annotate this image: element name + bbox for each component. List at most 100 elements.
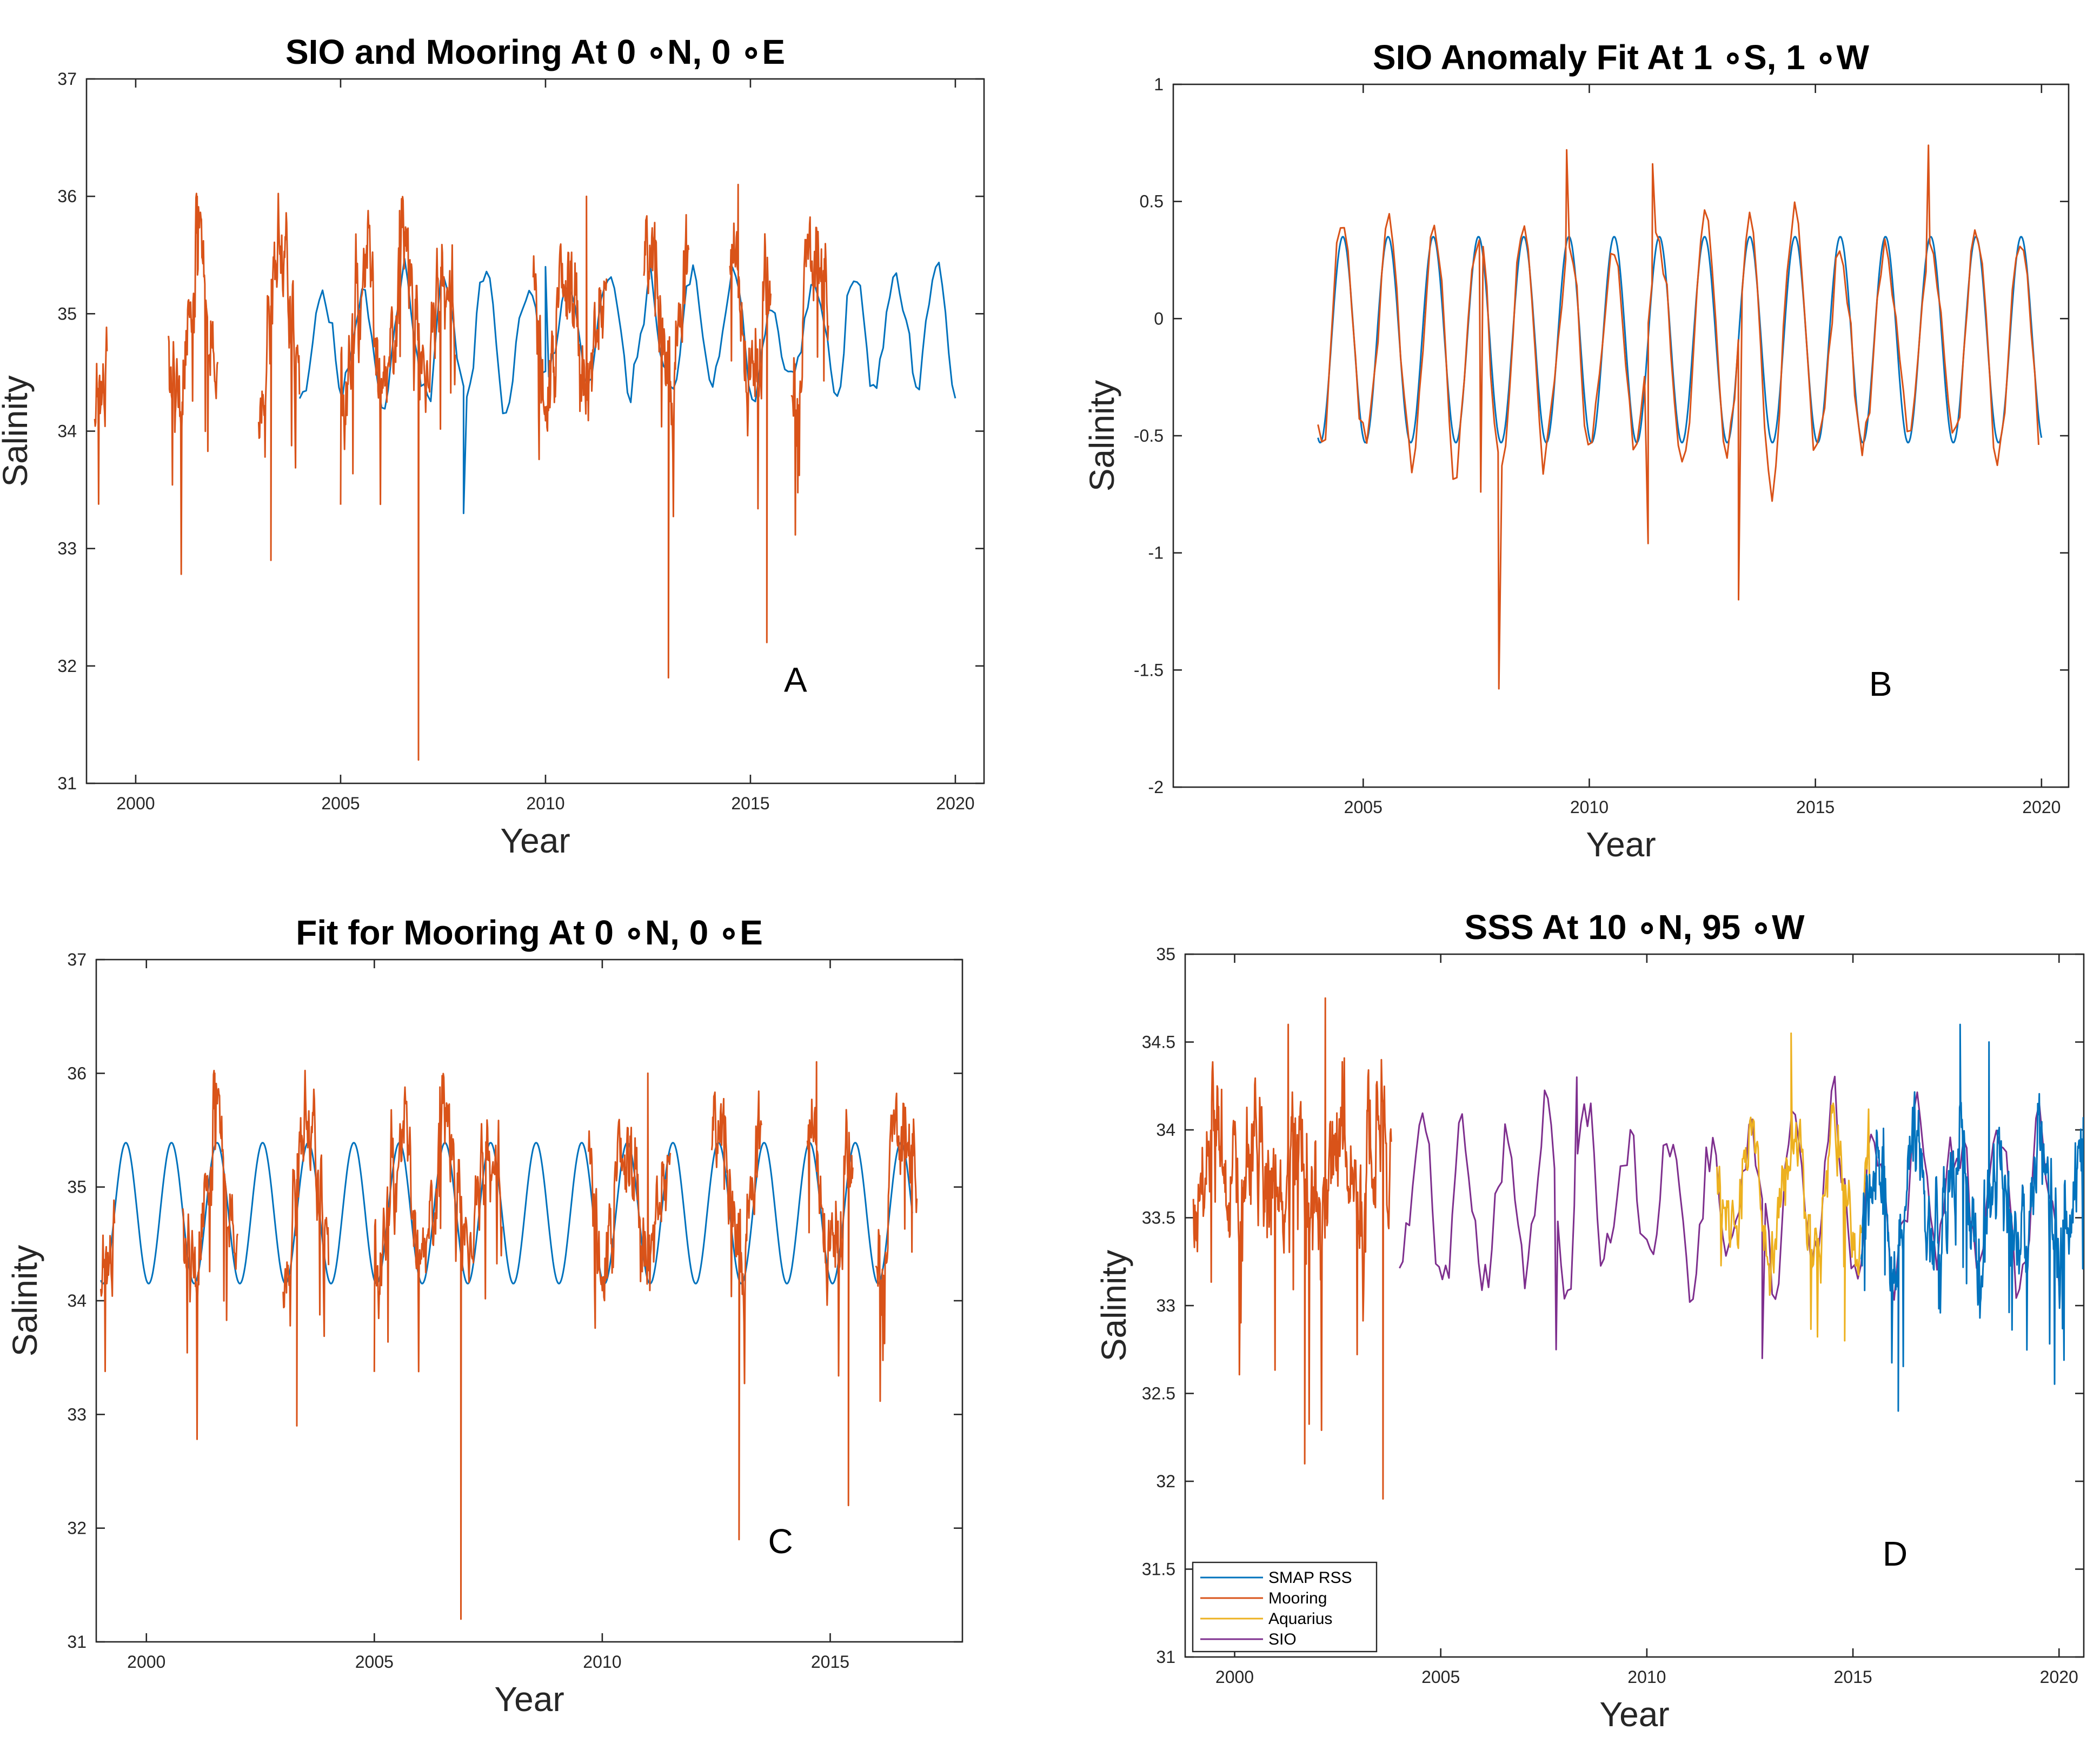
panel-c-letter: C (768, 1522, 793, 1561)
series-line-mooring (373, 1073, 503, 1620)
x-tick-label: 2005 (1344, 797, 1383, 817)
series-line-mooring (790, 216, 829, 536)
panel-d-ticks: 2000 2005 2010 2015 2020 31 31.5 32 32.5 33 33.5 34… (1142, 944, 2084, 1687)
legend-label-sio: SIO (1268, 1630, 1297, 1648)
panel-b: SIO Anomaly Fit At 1 ∘S, 1 ∘W 2005 2010 20… (1082, 38, 2070, 864)
panel-b-plot (1317, 144, 2043, 690)
legend-label-aquarius: Aquarius (1268, 1610, 1332, 1628)
x-tick-label: 2005 (1421, 1667, 1460, 1687)
panel-b-axes (1172, 83, 2070, 788)
x-tick-label: 2020 (2022, 797, 2061, 817)
legend-label-smap: SMAP RSS (1268, 1569, 1352, 1587)
y-tick-label: 34.5 (1142, 1033, 1175, 1052)
series-group (1192, 997, 2084, 1500)
series-group (1317, 144, 2043, 690)
y-tick-label: 33 (1156, 1296, 1175, 1315)
y-tick-label: 32 (57, 656, 77, 676)
y-tick-label: 36 (67, 1063, 87, 1083)
x-tick-label: 2015 (1796, 797, 1835, 817)
panel-c-title: Fit for Mooring At 0 ∘N, 0 ∘E (296, 913, 763, 952)
x-tick-label: 2010 (1570, 797, 1609, 817)
y-tick-label: -2 (1148, 777, 1164, 797)
series-line-mooring (710, 1090, 762, 1541)
panel-a-letter: A (784, 661, 807, 700)
series-line-mooring (643, 214, 690, 679)
series-line-sio (298, 257, 956, 514)
series-line-sio (1399, 1075, 2060, 1359)
x-tick-label: 2005 (355, 1652, 394, 1672)
panel-b-letter: B (1869, 664, 1892, 703)
series-line-mooring (1192, 997, 1392, 1500)
y-tick-label: 35 (1156, 944, 1175, 964)
series-group (99, 1061, 918, 1620)
x-tick-label: 2000 (127, 1652, 165, 1672)
panel-b-ylabel: Salinity (1082, 380, 1121, 491)
x-tick-label: 2015 (811, 1652, 849, 1672)
legend-label-mooring: Mooring (1268, 1589, 1327, 1607)
panel-b-title: SIO Anomaly Fit At 1 ∘S, 1 ∘W (1373, 38, 1870, 77)
series-line-smap-rss (1860, 1023, 2084, 1412)
series-line-mooring (806, 1061, 854, 1507)
x-tick-label: 2015 (731, 794, 769, 813)
y-tick-label: -1 (1148, 543, 1164, 563)
panel-c-xlabel: Year (494, 1680, 564, 1719)
panel-d-title: SSS At 10 ∘N, 95 ∘W (1464, 908, 1805, 947)
panel-d-letter: D (1883, 1534, 1908, 1573)
y-tick-label: 37 (57, 69, 77, 89)
x-tick-label: 2005 (321, 794, 360, 813)
x-tick-label: 2020 (936, 794, 974, 813)
x-tick-label: 2010 (526, 794, 564, 813)
y-tick-label: 35 (57, 304, 77, 323)
y-tick-label: -1.5 (1134, 660, 1164, 680)
y-tick-label: 31 (1156, 1647, 1175, 1667)
y-tick-label: 32 (67, 1519, 87, 1538)
panel-a-plot (94, 183, 956, 761)
series-line-mooring (282, 1069, 330, 1427)
x-tick-label: 2010 (1627, 1667, 1666, 1687)
y-tick-label: 32 (1156, 1472, 1175, 1491)
panel-d-legend: SMAP RSS Mooring Aquarius SIO (1192, 1561, 1378, 1653)
series-group (94, 183, 956, 761)
panel-d: SSS At 10 ∘N, 95 ∘W 2000 2005 2010 2015 2020… (1094, 908, 2085, 1734)
panel-d-axes (1184, 953, 2085, 1658)
panel-c-ylabel: Salinity (5, 1245, 44, 1356)
panel-a-title: SIO and Mooring At 0 ∘N, 0 ∘E (285, 32, 785, 71)
panel-d-xlabel: Year (1599, 1695, 1669, 1734)
series-line-mooring (588, 1072, 672, 1329)
y-tick-label: 0 (1154, 309, 1164, 328)
panel-a: SIO and Mooring At 0 ∘N, 0 ∘E 2000 2005 20… (0, 32, 985, 860)
y-tick-label: 32.5 (1142, 1384, 1175, 1403)
panel-d-ylabel: Salinity (1094, 1250, 1133, 1361)
panel-a-axes (85, 78, 985, 784)
y-tick-label: 33 (67, 1405, 87, 1424)
panel-b-ticks: 2005 2010 2015 2020 -2 -1.5 -1 -0.5 0 0.5 1 (1134, 75, 2069, 817)
series-line-mooring (94, 327, 108, 505)
y-tick-label: 31 (67, 1632, 87, 1652)
series-line-mooring (257, 192, 301, 561)
panel-a-ticks: 2000 2005 2010 2015 2020 31 32 33 34 35 36 37 (57, 69, 984, 813)
y-tick-label: 36 (57, 187, 77, 206)
y-tick-label: 1 (1154, 75, 1164, 94)
series-line-mooring (168, 192, 219, 575)
series-line-mooring (99, 1199, 116, 1373)
series-line-sio-anomaly (1317, 144, 2039, 690)
series-line-mooring (729, 183, 772, 643)
y-tick-label: 33.5 (1142, 1208, 1175, 1228)
series-line-mooring (340, 196, 456, 761)
x-tick-label: 2015 (1833, 1667, 1872, 1687)
series-line-fit (100, 1142, 913, 1285)
x-tick-label: 2000 (1215, 1667, 1254, 1687)
x-tick-label: 2000 (116, 794, 155, 813)
panel-b-xlabel: Year (1586, 825, 1656, 864)
y-tick-label: -0.5 (1134, 426, 1164, 445)
panel-c-plot (99, 1061, 918, 1620)
series-line-mooring (182, 1069, 238, 1440)
series-line-mooring (875, 1093, 918, 1402)
y-tick-label: 35 (67, 1177, 87, 1197)
y-tick-label: 34 (57, 422, 77, 441)
panel-a-xlabel: Year (500, 821, 570, 860)
series-line-mooring (532, 195, 608, 461)
x-tick-label: 2020 (2040, 1667, 2078, 1687)
y-tick-label: 31.5 (1142, 1560, 1175, 1579)
